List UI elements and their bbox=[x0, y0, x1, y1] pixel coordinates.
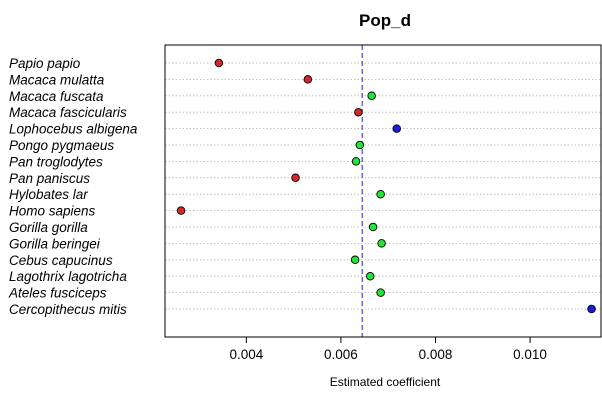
species-label: Homo sapiens bbox=[9, 204, 96, 219]
x-tick-label: 0.008 bbox=[419, 347, 453, 362]
species-label: Pan paniscus bbox=[9, 171, 90, 186]
species-label: Pan troglodytes bbox=[9, 154, 103, 169]
species-label: Macaca mulatta bbox=[9, 72, 105, 87]
x-tick-label: 0.010 bbox=[513, 347, 547, 362]
data-point bbox=[214, 58, 224, 68]
chart-title: Pop_d bbox=[359, 11, 411, 30]
data-points bbox=[176, 58, 596, 314]
species-label: Hylobates lar bbox=[9, 187, 88, 202]
plot-frame bbox=[164, 44, 602, 338]
data-point bbox=[367, 91, 376, 101]
data-point bbox=[291, 173, 300, 183]
species-label: Lophocebus albigena bbox=[9, 122, 138, 137]
grid-lines bbox=[165, 62, 601, 310]
x-axis: 0.004 0.006 0.008 0.010 bbox=[229, 337, 547, 362]
data-point bbox=[350, 255, 360, 265]
data-point bbox=[365, 271, 375, 281]
data-point bbox=[351, 157, 361, 166]
data-point bbox=[376, 288, 385, 297]
species-label: Cercopithecus mitis bbox=[9, 302, 127, 317]
species-label: Ateles fusciceps bbox=[8, 286, 107, 301]
species-label: Gorilla beringei bbox=[9, 236, 101, 251]
data-point bbox=[587, 304, 596, 314]
data-point bbox=[303, 75, 313, 84]
species-label: Macaca fascicularis bbox=[9, 105, 127, 120]
data-point bbox=[176, 206, 186, 215]
data-point bbox=[355, 140, 365, 150]
x-tick-label: 0.004 bbox=[229, 347, 263, 362]
data-point bbox=[368, 222, 378, 232]
data-point bbox=[376, 189, 385, 199]
x-axis-label: Estimated coefficient bbox=[330, 375, 441, 389]
data-point bbox=[354, 107, 363, 117]
species-label: Lagothrix lagotricha bbox=[9, 269, 127, 284]
data-point bbox=[377, 239, 386, 248]
species-label: Pongo pygmaeus bbox=[9, 138, 114, 153]
data-point bbox=[392, 124, 401, 133]
species-label: Cebus capucinus bbox=[9, 253, 113, 268]
species-label: Gorilla gorilla bbox=[9, 220, 88, 235]
x-tick-label: 0.006 bbox=[324, 347, 358, 362]
species-label: Macaca fuscata bbox=[9, 89, 104, 104]
species-label: Papio papio bbox=[9, 56, 81, 71]
